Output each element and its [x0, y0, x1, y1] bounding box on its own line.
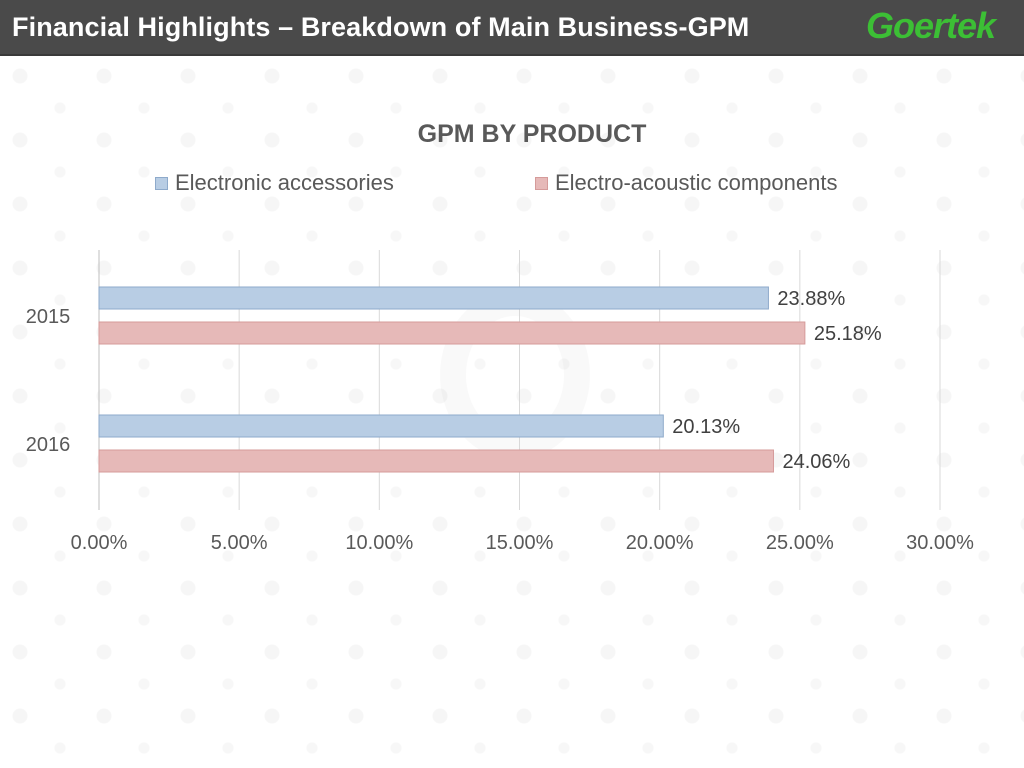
- data-label: 23.88%: [777, 288, 845, 310]
- data-label: 25.18%: [814, 323, 882, 345]
- slide-title: Financial Highlights – Breakdown of Main…: [12, 12, 750, 42]
- category-label: 2016: [26, 434, 71, 456]
- x-tick-label: 0.00%: [71, 532, 128, 554]
- x-tick-label: 25.00%: [766, 532, 834, 554]
- legend-swatch-electro-acoustic-components: [535, 176, 548, 190]
- bar: [98, 414, 664, 438]
- slide-header: Financial Highlights – Breakdown of Main…: [0, 0, 1024, 56]
- legend-item-electro-acoustic-components: Electro-acoustic components: [535, 170, 837, 196]
- x-tick-label: 10.00%: [345, 532, 413, 554]
- data-label: 20.13%: [672, 416, 740, 438]
- bar: [98, 286, 769, 310]
- x-tick-label: 20.00%: [626, 532, 694, 554]
- legend-label-electronic-accessories: Electronic accessories: [175, 170, 394, 195]
- category-label: 2015: [26, 306, 71, 328]
- chart-title: GPM BY PRODUCT: [417, 120, 647, 148]
- x-tick-label: 30.00%: [906, 532, 974, 554]
- background-pattern: [0, 56, 1024, 768]
- legend-label-electro-acoustic-components: Electro-acoustic components: [555, 170, 838, 195]
- bar: [98, 321, 806, 345]
- goertek-logo: Goertek: [866, 5, 996, 46]
- legend-swatch-electronic-accessories: [155, 176, 168, 190]
- legend-item-electronic-accessories: Electronic accessories: [155, 170, 394, 196]
- bar: [98, 449, 774, 473]
- data-label: 24.06%: [782, 451, 850, 473]
- x-tick-label: 15.00%: [486, 532, 554, 554]
- x-tick-label: 5.00%: [211, 532, 268, 554]
